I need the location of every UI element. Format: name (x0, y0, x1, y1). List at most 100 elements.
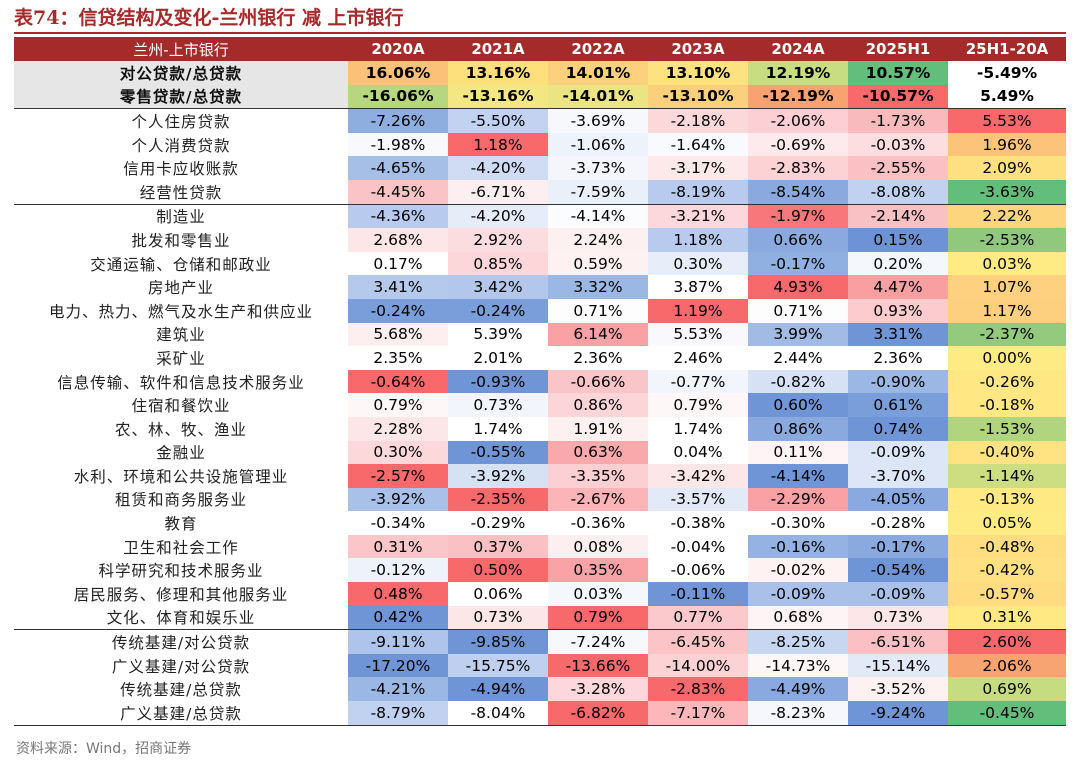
value-cell: 0.42% (348, 605, 448, 630)
value-cell: -10.57% (848, 84, 948, 110)
row-label: 教育 (164, 515, 198, 534)
change-cell: 2.60% (948, 629, 1066, 654)
value-cell: -3.17% (648, 156, 748, 180)
value-cell: -6.71% (448, 179, 548, 205)
change-cell: -1.53% (948, 416, 1066, 441)
value-cell: -12.19% (748, 84, 848, 110)
change-cell: 1.07% (948, 275, 1066, 299)
value-cell: -17.20% (348, 653, 448, 678)
change-cell: -5.49% (948, 61, 1066, 85)
table-row: 卫生和社会工作 0.31% 0.37% 0.08% -0.04% -0.16% -0.17%… (14, 534, 1066, 559)
value-cell: -3.35% (548, 464, 648, 488)
value-cell: -3.70% (848, 464, 948, 488)
row-label: 文化、体育和娱乐业 (106, 609, 256, 628)
value-cell: -0.09% (748, 582, 848, 606)
row-label: 个人消费贷款 (131, 136, 231, 155)
change-cell: 2.22% (948, 203, 1066, 229)
value-cell: 0.79% (348, 393, 448, 417)
table-row: 农、林、牧、渔业 2.28% 1.74% 1.91% 1.74% 0.86% 0.74% -1… (14, 416, 1066, 441)
value-cell: 1.91% (548, 416, 648, 441)
value-cell: -7.24% (548, 629, 648, 654)
value-cell: -6.82% (548, 701, 648, 726)
table-row: 广义基建/总贷款 -8.79% -8.04% -6.82% -7.17% -8.23% -9… (14, 701, 1066, 726)
value-cell: -0.06% (648, 558, 748, 583)
value-cell: -2.67% (548, 487, 648, 512)
table-row: 信用卡应收账款 -4.65% -4.20% -3.73% -3.17% -2.83% -2.… (14, 156, 1066, 180)
value-cell: -1.73% (848, 108, 948, 133)
source-note: 资料来源：Wind，招商证券 (16, 741, 192, 757)
row-label: 制造业 (14, 203, 348, 229)
value-cell: 0.71% (548, 298, 648, 323)
value-cell: -7.59% (548, 179, 648, 205)
value-cell: -4.45% (348, 179, 448, 205)
change-cell: 1.17% (948, 298, 1066, 323)
table-row: 个人消费贷款 -1.98% 1.18% -1.06% -1.64% -0.69% -0.03… (14, 132, 1066, 157)
row-label: 对公贷款/总贷款 (14, 61, 348, 85)
value-cell: 0.77% (648, 605, 748, 630)
title-underline (14, 32, 1066, 34)
change-cell: 0.31% (948, 605, 1066, 630)
change-cell: 2.09% (948, 156, 1066, 180)
value-cell: 2.68% (348, 228, 448, 252)
value-cell: 16.06% (348, 61, 448, 85)
row-label: 传统基建/总贷款 (120, 681, 242, 700)
row-label: 采矿业 (156, 349, 206, 368)
header-cell-2021a: 2021A (448, 37, 548, 61)
row-label: 经营性贷款 (139, 183, 223, 202)
value-cell: 0.11% (748, 440, 848, 465)
value-cell: -0.11% (648, 582, 748, 606)
table-row: 房地产业 3.41% 3.42% 3.32% 3.87% 4.93% 4.47% 1.07% (14, 275, 1066, 299)
value-cell: -0.66% (548, 369, 648, 394)
row-label: 信息传输、软件和信息技术服务业 (57, 373, 305, 392)
table-row: 经营性贷款 -4.45% -6.71% -7.59% -8.19% -8.54% -8.08… (14, 179, 1066, 205)
table-row: 广义基建/对公贷款 -17.20% -15.75% -13.66% -14.00% -14… (14, 653, 1066, 678)
value-cell: 4.47% (848, 275, 948, 299)
value-cell: 1.74% (448, 416, 548, 441)
change-cell: 5.49% (948, 84, 1066, 110)
value-cell: -1.97% (748, 203, 848, 229)
value-cell: 6.14% (548, 322, 648, 347)
value-cell: -0.93% (448, 369, 548, 394)
value-cell: -0.77% (648, 369, 748, 394)
value-cell: -3.92% (348, 487, 448, 512)
value-cell: -7.26% (348, 108, 448, 133)
header-cell-2025h1: 2025H1 (848, 37, 948, 61)
header-cell-2022a: 2022A (548, 37, 648, 61)
value-cell: -0.30% (748, 511, 848, 535)
value-cell: -8.54% (748, 179, 848, 205)
value-cell: -8.04% (448, 701, 548, 726)
value-cell: 0.04% (648, 440, 748, 465)
table-row: 住宿和餐饮业 0.79% 0.73% 0.86% 0.79% 0.60% 0.61% -0.1… (14, 393, 1066, 417)
change-cell: -0.40% (948, 440, 1066, 465)
change-cell: 2.06% (948, 653, 1066, 678)
value-cell: -6.51% (848, 629, 948, 654)
value-cell: 0.17% (348, 251, 448, 276)
value-cell: 0.86% (748, 416, 848, 441)
change-cell: -0.18% (948, 393, 1066, 417)
value-cell: 0.35% (548, 558, 648, 583)
value-cell: -4.36% (348, 203, 448, 229)
change-cell: -0.13% (948, 487, 1066, 512)
value-cell: -3.21% (648, 203, 748, 229)
value-cell: -2.14% (848, 203, 948, 229)
value-cell: 0.63% (548, 440, 648, 465)
row-label: 传统基建/对公贷款 (14, 629, 348, 654)
value-cell: -0.55% (448, 440, 548, 465)
row-label: 广义基建/总贷款 (14, 701, 348, 726)
value-cell: 0.86% (548, 393, 648, 417)
value-cell: 1.18% (448, 132, 548, 157)
value-cell: 4.93% (748, 275, 848, 299)
value-cell: 1.19% (648, 298, 748, 323)
value-cell: 1.18% (648, 228, 748, 252)
value-cell: 0.73% (448, 393, 548, 417)
table-title: 表74：信贷结构及变化-兰州银行 减 上市银行 (14, 7, 404, 29)
value-cell: 2.92% (448, 228, 548, 252)
value-cell: 0.74% (848, 416, 948, 441)
value-cell: 5.68% (348, 322, 448, 347)
table-row: 采矿业 2.35% 2.01% 2.36% 2.46% 2.44% 2.36% 0.00% (14, 346, 1066, 370)
table-row: 电力、热力、燃气及水生产和供应业 -0.24% -0.24% 0.71% 1.19% 0.… (14, 298, 1066, 323)
value-cell: -9.11% (348, 629, 448, 654)
value-cell: -3.73% (548, 156, 648, 180)
value-cell: -3.92% (448, 464, 548, 488)
value-cell: -2.55% (848, 156, 948, 180)
